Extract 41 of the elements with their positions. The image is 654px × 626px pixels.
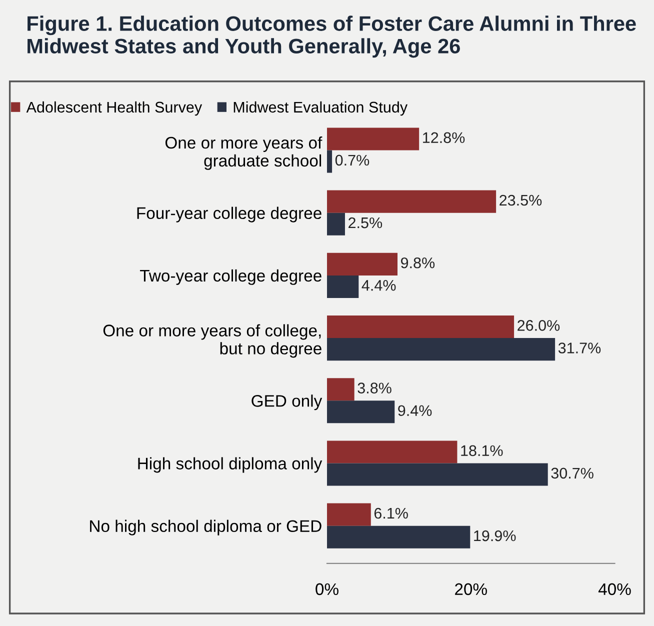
bar [327, 440, 458, 464]
x-tick-label: 20% [455, 583, 487, 596]
data-label: 9.8% [400, 257, 435, 268]
legend-label: Adolescent Health Survey [26, 101, 202, 116]
bar [327, 252, 398, 276]
data-label: 2.5% [348, 217, 382, 228]
bar [327, 190, 496, 213]
bar [327, 503, 371, 526]
x-tick-label: 0% [316, 583, 338, 596]
x-tick-label: 40% [598, 583, 631, 596]
bar [327, 275, 359, 298]
bar [327, 338, 556, 361]
y-tick-label: GED only [252, 394, 322, 410]
bar [327, 150, 332, 173]
data-label: 31.7% [558, 342, 601, 354]
data-label: 3.8% [358, 382, 392, 394]
bar [327, 316, 514, 338]
data-label: 19.9% [474, 530, 516, 542]
bar [327, 212, 345, 236]
chart-title: Figure 1. Education Outcomes of Foster Care Alumni in Three Midwest States and Youth Generally, Age 26 [28, 16, 636, 58]
data-label: 18.1% [461, 445, 503, 456]
data-label: 30.7% [551, 468, 594, 479]
y-tick-label: One or more years of college, but no degree [103, 324, 322, 358]
bar [327, 463, 548, 486]
data-label: 26.0% [518, 320, 560, 331]
y-tick-label: High school diploma only [138, 457, 322, 473]
data-label: 6.1% [374, 508, 408, 519]
data-label: 9.4% [398, 405, 432, 416]
bar [327, 128, 420, 150]
data-label: 12.8% [423, 132, 465, 144]
bar [327, 378, 354, 401]
y-tick-label: Four-year college degree [137, 206, 322, 222]
data-label: 4.4% [362, 280, 396, 291]
legend-label: Midwest Evaluation Study [234, 101, 408, 116]
bar [327, 400, 395, 424]
bar [327, 526, 470, 548]
data-label: 0.7% [335, 154, 370, 166]
data-label: 23.5% [500, 194, 542, 206]
y-tick-label: No high school diploma or GED [90, 520, 322, 536]
y-tick-label: One or more years of graduate school [165, 136, 322, 170]
y-tick-label: Two-year college degree [140, 269, 322, 285]
